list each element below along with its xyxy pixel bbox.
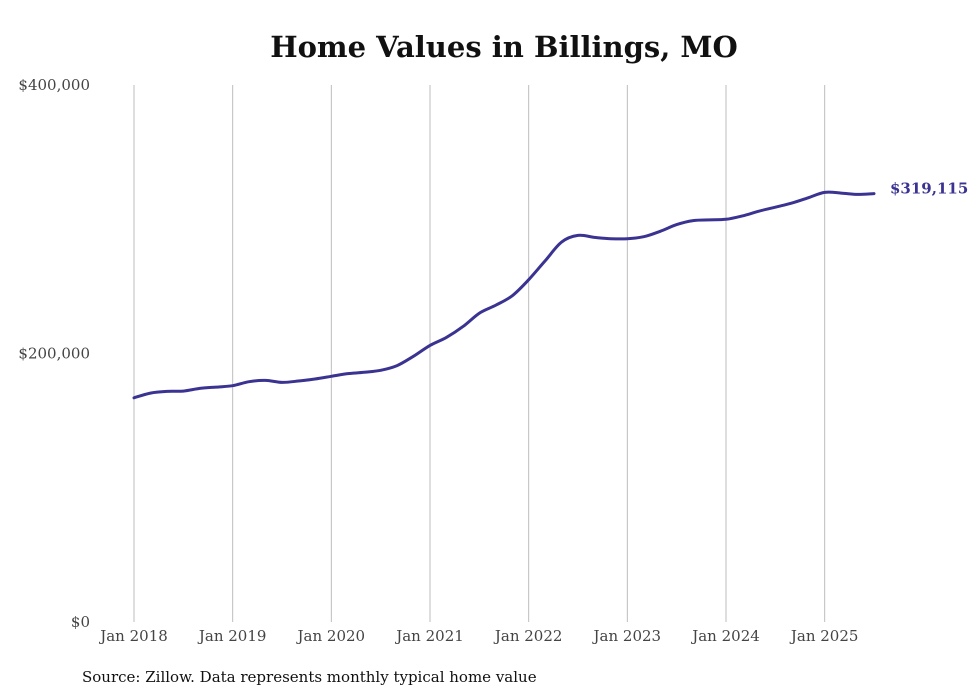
end-value-label: $319,115 (890, 180, 968, 198)
x-tick-label: Jan 2018 (98, 627, 168, 645)
chart-title: Home Values in Billings, MO (270, 30, 738, 64)
x-tick-label: Jan 2022 (493, 627, 563, 645)
y-tick-label: $200,000 (18, 345, 90, 363)
x-tick-label: Jan 2023 (592, 627, 662, 645)
x-tick-label: Jan 2020 (296, 627, 366, 645)
x-axis-tick-labels: Jan 2018 Jan 2019 Jan 2020 Jan 2021 Jan 2022… (98, 627, 858, 645)
x-tick-label: Jan 2019 (197, 627, 267, 645)
series-layer: $319,115 (132, 180, 968, 400)
y-tick-label: $0 (71, 613, 90, 631)
x-tick-label: Jan 2021 (394, 627, 464, 645)
series-line (132, 190, 876, 400)
source-note: Source: Zillow. Data represents monthly … (82, 668, 537, 686)
gridlines (133, 85, 826, 622)
y-tick-label: $400,000 (18, 76, 90, 94)
x-tick-label: Jan 2024 (690, 627, 760, 645)
x-tick-label: Jan 2025 (789, 627, 859, 645)
y-axis-tick-labels: $0 $200,000 $400,000 (18, 76, 90, 631)
